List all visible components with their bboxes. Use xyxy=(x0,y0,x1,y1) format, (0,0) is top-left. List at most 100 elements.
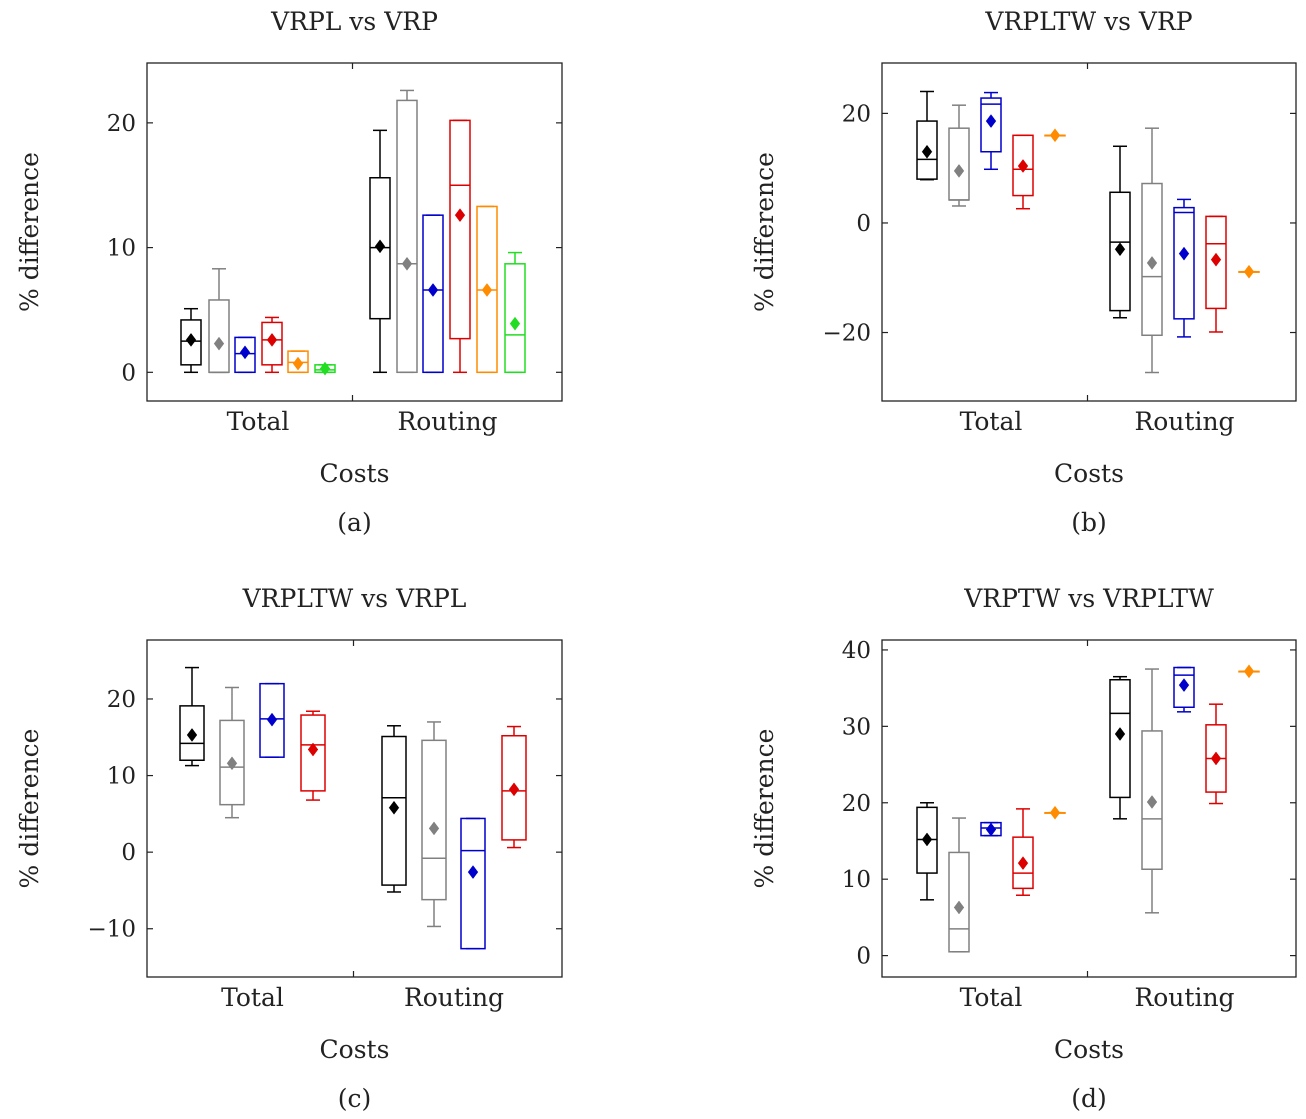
mean-marker xyxy=(985,114,997,128)
x-category-label: Routing xyxy=(397,407,497,436)
y-axis-label: % difference xyxy=(750,729,779,889)
mean-marker xyxy=(1210,252,1222,267)
box-total-3 xyxy=(1012,134,1034,210)
box-iqr xyxy=(1109,678,1131,799)
mean-marker xyxy=(186,728,198,742)
box-total-0 xyxy=(916,90,938,181)
y-tick-label: −10 xyxy=(87,917,136,943)
y-tick-label: 0 xyxy=(121,360,136,386)
chart-panel-1: VRPLTW vs VRP −20 0 20 Total Routing Costs % di… xyxy=(750,7,1297,537)
box-total-3 xyxy=(1012,808,1034,896)
box-routing-0 xyxy=(1109,675,1131,820)
x-axis-label: Costs xyxy=(320,1035,390,1064)
box-routing-1 xyxy=(1141,668,1163,914)
y-axis-label: % difference xyxy=(15,152,44,312)
mean-marker xyxy=(428,821,440,836)
box-iqr xyxy=(422,214,444,374)
plot-frame xyxy=(881,639,1297,978)
chart-title: VRPLTW vs VRPL xyxy=(242,584,467,613)
y-tick-label: 10 xyxy=(107,764,136,790)
mean-marker xyxy=(509,316,521,331)
box-iqr xyxy=(261,321,283,366)
box-iqr xyxy=(1205,215,1227,310)
box-total-2 xyxy=(980,91,1002,171)
plot-frame xyxy=(146,62,563,402)
plot-frame xyxy=(881,62,1297,402)
box-iqr xyxy=(1012,134,1034,197)
mean-marker xyxy=(307,742,319,757)
mean-marker xyxy=(213,336,225,351)
box-routing-3 xyxy=(449,119,471,374)
box-routing-5 xyxy=(504,251,526,374)
box-total-0 xyxy=(916,802,938,901)
mean-marker xyxy=(1049,805,1061,820)
box-routing-2 xyxy=(1173,666,1195,713)
mean-marker xyxy=(953,164,965,178)
chart-title: VRPL vs VRP xyxy=(270,7,438,36)
box-iqr xyxy=(1173,206,1195,320)
mean-marker xyxy=(185,332,197,347)
figure-caption: (a) xyxy=(337,508,371,537)
x-category-label: Routing xyxy=(1134,407,1234,436)
y-tick-label: 20 xyxy=(107,111,136,137)
box-iqr xyxy=(180,319,202,366)
y-tick-label: 0 xyxy=(121,840,136,866)
mean-marker xyxy=(427,283,439,297)
y-tick-label: 20 xyxy=(842,101,871,127)
plot-frame xyxy=(146,639,563,978)
mean-marker xyxy=(1146,256,1158,270)
chart-title: VRPTW vs VRPLTW xyxy=(963,584,1214,613)
mean-marker xyxy=(292,356,304,371)
mean-marker xyxy=(508,782,520,797)
box-total-1 xyxy=(208,268,230,374)
box-iqr xyxy=(460,817,486,950)
box-routing-1 xyxy=(1141,127,1163,374)
mean-marker xyxy=(1178,246,1190,261)
y-tick-label: 20 xyxy=(107,687,136,713)
box-routing-3 xyxy=(1205,703,1227,805)
y-tick-label: 30 xyxy=(842,714,871,740)
mean-marker xyxy=(226,756,238,771)
box-iqr xyxy=(916,120,938,180)
chart-panel-2: VRPLTW vs VRPL −10 0 10 20 Total Routing Costs%… xyxy=(15,584,563,1113)
box-routing-4 xyxy=(476,205,498,374)
mean-marker xyxy=(401,256,413,271)
box-routing-2 xyxy=(460,817,486,950)
chart-title: VRPLTW vs VRP xyxy=(984,7,1192,36)
mean-marker xyxy=(921,144,933,159)
mean-marker xyxy=(266,712,278,727)
box-total-3 xyxy=(300,710,326,801)
mean-marker xyxy=(1243,664,1255,679)
y-tick-label: 0 xyxy=(856,944,871,970)
y-axis-label: % difference xyxy=(15,729,44,889)
mean-marker xyxy=(1114,727,1126,741)
mean-marker xyxy=(1017,856,1029,871)
box-iqr xyxy=(980,97,1002,153)
x-axis-label: Costs xyxy=(1054,1035,1124,1064)
mean-marker xyxy=(239,345,251,360)
box-iqr xyxy=(234,336,256,374)
mean-marker xyxy=(953,900,965,915)
x-category-label: Routing xyxy=(1134,983,1234,1012)
mean-marker xyxy=(319,361,331,376)
box-iqr xyxy=(381,735,407,886)
mean-marker xyxy=(1049,128,1061,143)
figure-caption: (d) xyxy=(1071,1084,1107,1113)
mean-marker xyxy=(1243,264,1255,279)
box-routing-0 xyxy=(369,129,391,374)
mean-marker xyxy=(266,332,278,347)
box-total-5 xyxy=(314,361,336,376)
figure-caption: (c) xyxy=(338,1084,372,1113)
mean-marker xyxy=(1017,159,1029,173)
mean-marker xyxy=(921,832,933,847)
box-routing-4 xyxy=(1238,264,1260,279)
box-total-0 xyxy=(180,307,202,374)
mean-marker xyxy=(454,208,466,223)
box-iqr xyxy=(259,682,285,758)
box-iqr xyxy=(1141,730,1163,871)
x-category-label: Total xyxy=(227,407,290,436)
mean-marker xyxy=(1146,795,1158,809)
box-iqr xyxy=(179,705,205,761)
box-iqr xyxy=(501,734,527,841)
